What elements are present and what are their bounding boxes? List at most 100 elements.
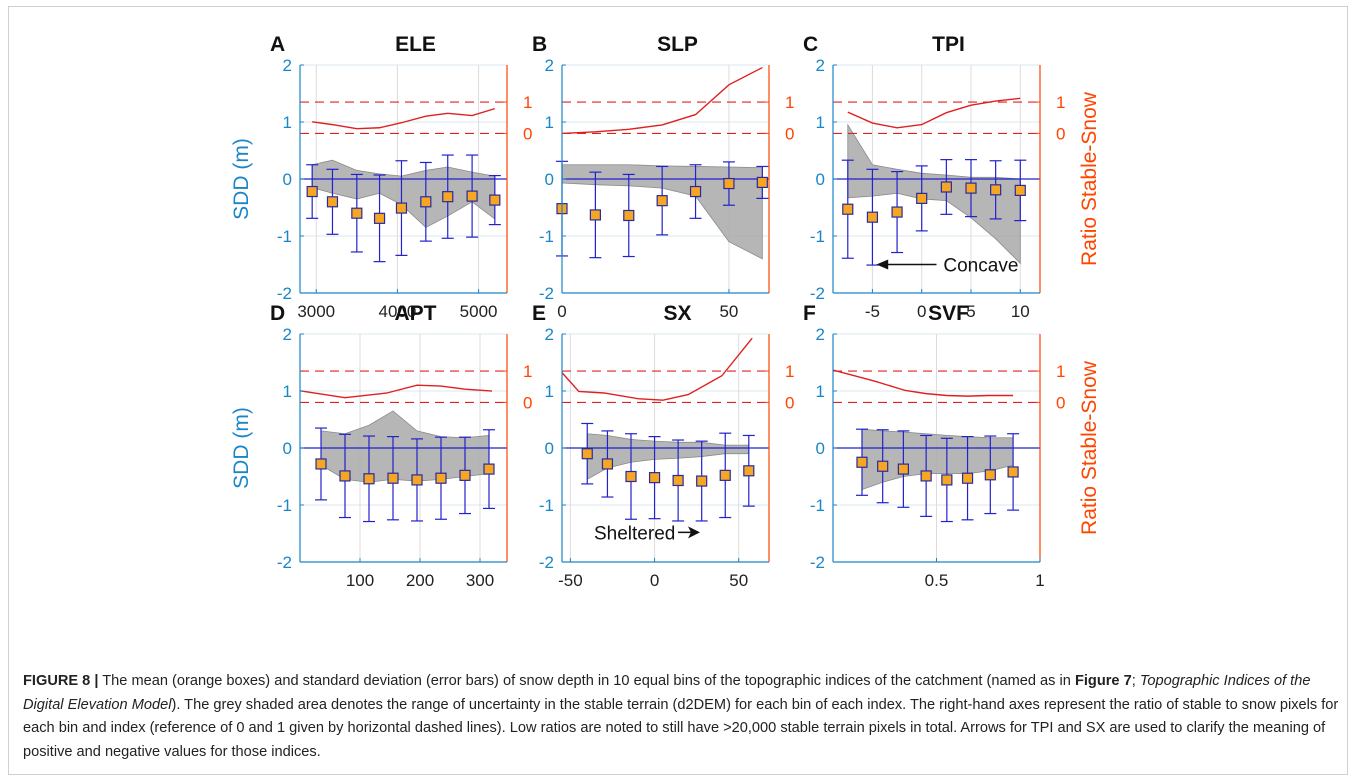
panel-f: -2 -1 0 1 2 0 1 0.5 1 F SVF Ratio Stable-Snow <box>803 302 1101 590</box>
y-tick-label: 1 <box>545 113 554 132</box>
right-tick-label: 1 <box>1056 362 1065 381</box>
y-tick-label: -1 <box>810 496 825 515</box>
mean-box <box>581 448 593 460</box>
mean-box <box>940 181 952 193</box>
mean-box <box>489 194 501 206</box>
left-axis-label: SDD (m) <box>230 407 253 489</box>
y-tick-label: 0 <box>283 170 292 189</box>
y-tick-label: -2 <box>810 284 825 303</box>
panel-title: SX <box>663 302 691 325</box>
panel-letter: B <box>532 33 547 56</box>
y-tick-label: 1 <box>283 113 292 132</box>
mean-box <box>920 470 932 482</box>
y-tick-label: 1 <box>816 113 825 132</box>
mean-box <box>877 460 889 472</box>
y-tick-label: 0 <box>283 439 292 458</box>
y-tick-label: 0 <box>545 170 554 189</box>
panel-title: ELE <box>395 33 436 56</box>
ratio-line <box>561 66 763 135</box>
mean-box <box>941 474 953 486</box>
mean-box <box>984 469 996 481</box>
y-tick-label: -2 <box>277 284 292 303</box>
mean-box <box>743 465 755 477</box>
x-tick-label: 0 <box>650 571 659 590</box>
x-tick-label: 5 <box>966 302 975 321</box>
x-tick-label: 50 <box>729 571 748 590</box>
caption-label: FIGURE 8 | <box>23 673 99 689</box>
mean-box <box>866 211 879 223</box>
concave-arrow-head <box>876 259 889 270</box>
x-tick-label: 0 <box>917 302 926 321</box>
y-tick-label: 1 <box>283 382 292 401</box>
uncertainty-shade <box>561 164 763 260</box>
mean-box <box>306 185 318 198</box>
caption-text-3: ). The grey shaded area denotes the rang… <box>23 696 1339 760</box>
figure-caption: FIGURE 8 | The mean (orange boxes) and s… <box>23 670 1341 764</box>
mean-box <box>856 456 868 468</box>
mean-box <box>420 196 432 208</box>
uncertainty-shade <box>847 123 1021 265</box>
x-tick-label: 100 <box>346 571 374 590</box>
y-tick-label: 0 <box>816 439 825 458</box>
right-tick-label: 0 <box>523 393 532 412</box>
panel-letter: F <box>803 302 816 325</box>
mean-box <box>459 469 471 481</box>
right-axis-label: Ratio Stable-Snow <box>1078 360 1101 535</box>
mean-box <box>696 475 708 487</box>
mean-box <box>411 474 423 486</box>
panel-c: -2 -1 0 1 2 0 1 -5 0 5 10 C TPI Ratio Stable-Snow Conc… <box>803 33 1101 321</box>
right-axis-label: Ratio Stable-Snow <box>1078 91 1101 266</box>
mean-box <box>339 470 351 482</box>
mean-box <box>435 472 447 484</box>
sheltered-arrow-head <box>688 526 700 539</box>
y-tick-label: -2 <box>539 284 554 303</box>
mean-box <box>623 209 635 222</box>
caption-section-ref[interactable]: Topographic Indices of the Digital Eleva… <box>23 673 1311 713</box>
figure-frame: -2 -1 0 1 2 0 1 3000 4000 5000 A ELE SDD (m) -2 -1 0 1 2 0… <box>8 6 1348 775</box>
panel-b: -2 -1 0 1 2 0 1 0 50 B SLP <box>532 33 794 321</box>
right-tick-label: 0 <box>523 124 532 143</box>
x-tick-label: 300 <box>466 571 494 590</box>
x-tick-label: 4000 <box>378 302 416 321</box>
x-tick-label: 0.5 <box>925 571 949 590</box>
x-tick-label: 0 <box>557 302 566 321</box>
mean-box <box>689 185 702 198</box>
x-tick-label: -5 <box>865 302 880 321</box>
y-tick-label: 2 <box>283 325 292 344</box>
y-tick-label: 0 <box>545 439 554 458</box>
mean-box <box>719 469 731 481</box>
mean-box <box>891 206 903 218</box>
right-tick-label: 1 <box>523 93 532 112</box>
panel-a: -2 -1 0 1 2 0 1 3000 4000 5000 A ELE SDD (m) <box>230 33 532 321</box>
mean-box <box>961 472 974 484</box>
concave-annotation: Concave <box>943 256 1018 277</box>
mean-box <box>897 463 909 475</box>
mean-box <box>842 203 854 215</box>
mean-box <box>395 202 408 214</box>
x-tick-label: 5000 <box>460 302 498 321</box>
y-tick-label: -1 <box>539 496 554 515</box>
mean-box <box>589 209 601 221</box>
right-tick-label: 0 <box>785 393 794 412</box>
mean-box <box>965 182 977 194</box>
mean-box <box>648 472 661 484</box>
mean-box <box>466 190 478 202</box>
panel-d: -2 -1 0 1 2 0 1 100 200 300 D APT SDD (m) <box>230 302 532 590</box>
right-tick-label: 1 <box>523 362 532 381</box>
mean-box <box>723 177 735 190</box>
mean-box <box>916 192 928 204</box>
caption-figure-ref[interactable]: Figure 7 <box>1074 673 1132 689</box>
y-tick-label: 2 <box>545 56 554 75</box>
y-tick-label: 2 <box>816 325 825 344</box>
mean-box <box>373 212 386 224</box>
right-tick-label: 0 <box>1056 393 1065 412</box>
y-tick-label: -2 <box>810 553 825 572</box>
mean-box <box>990 184 1002 196</box>
x-tick-label: 200 <box>406 571 434 590</box>
ratio-line <box>299 384 493 399</box>
right-tick-label: 1 <box>785 93 794 112</box>
panel-letter: E <box>532 302 546 325</box>
y-tick-label: 2 <box>545 325 554 344</box>
